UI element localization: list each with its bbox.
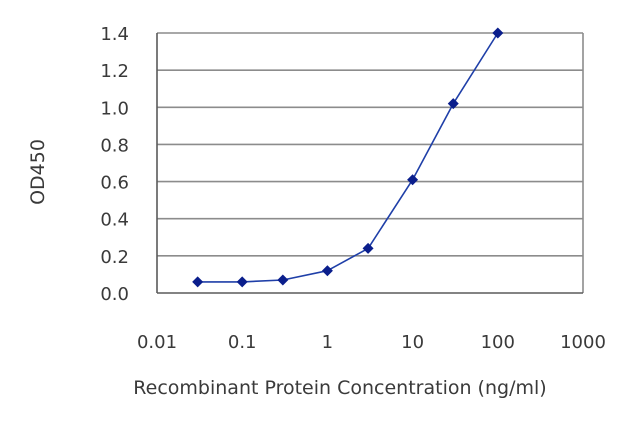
x-tick-label: 1000 <box>560 332 606 353</box>
x-axis-title: Recombinant Protein Concentration (ng/ml… <box>133 377 546 399</box>
gridlines <box>157 69 583 257</box>
data-point <box>236 276 248 288</box>
data-point <box>192 276 204 288</box>
x-axis-ticks: 0.01 0.1 1 10 100 1000 <box>137 332 606 353</box>
y-axis-ticks: 0.0 0.2 0.4 0.6 0.8 1.0 1.2 1.4 <box>100 24 129 305</box>
series-line <box>197 32 499 283</box>
data-point <box>407 174 419 186</box>
x-tick-label: 100 <box>481 332 515 353</box>
data-point <box>277 274 289 286</box>
plot-frame <box>156 32 584 294</box>
data-point <box>447 98 459 110</box>
y-axis-title: OD450 <box>27 139 49 205</box>
y-tick-label: 1.4 <box>100 24 129 45</box>
x-tick-label: 0.1 <box>228 332 257 353</box>
data-point <box>362 242 374 254</box>
y-tick-label: 1.2 <box>100 61 129 82</box>
series-group <box>192 27 504 288</box>
data-point <box>321 265 333 277</box>
x-tick-label: 1 <box>322 332 333 353</box>
y-tick-label: 1.0 <box>100 98 129 119</box>
x-tick-label: 10 <box>401 332 424 353</box>
y-tick-label: 0.0 <box>100 284 129 305</box>
plot-area <box>157 33 583 293</box>
y-tick-label: 0.4 <box>100 210 129 231</box>
y-tick-label: 0.6 <box>100 173 129 194</box>
y-tick-label: 0.2 <box>100 247 129 268</box>
data-point <box>492 27 504 39</box>
x-tick-label: 0.01 <box>137 332 177 353</box>
y-tick-label: 0.8 <box>100 135 129 156</box>
